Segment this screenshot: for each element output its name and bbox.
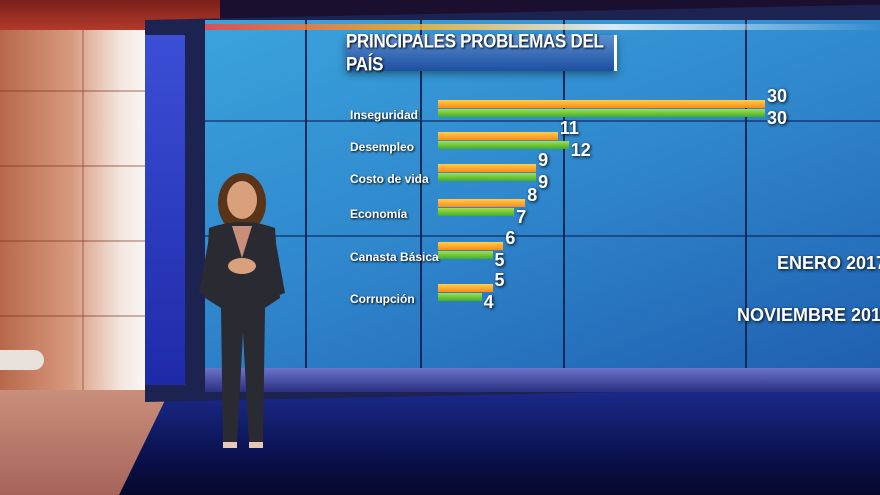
video-wall-side-panel — [145, 35, 185, 385]
data-label-series-1: 7 — [516, 207, 527, 227]
data-label-series-0: 30 — [767, 86, 788, 106]
category-label: Canasta Básica — [350, 250, 439, 264]
data-label-series-1: 9 — [538, 172, 549, 192]
studio-desk — [0, 350, 44, 370]
bar-series-0 — [438, 199, 526, 207]
data-label-series-0: 8 — [527, 185, 538, 205]
data-label-series-1: 5 — [494, 250, 505, 270]
data-label-series-0: 5 — [494, 270, 505, 290]
video-wall-screen — [205, 20, 880, 370]
bar-series-1 — [438, 141, 569, 149]
category-label: Desempleo — [350, 140, 415, 154]
category-label: Costo de vida — [350, 172, 429, 186]
category-label: Inseguridad — [350, 108, 419, 122]
bar-series-1 — [438, 173, 537, 181]
bar-series-1 — [438, 109, 765, 117]
data-label-series-1: 30 — [767, 108, 788, 128]
bar-series-0 — [438, 164, 537, 172]
legend-label-series-0: ENERO 2017 — [777, 253, 880, 273]
chart-title: PRINCIPALES PROBLEMAS DEL PAÍS — [346, 30, 604, 75]
bar-series-1 — [438, 293, 482, 301]
bar-series-0 — [438, 242, 504, 250]
bar-series-0 — [438, 100, 765, 108]
bar-series-0 — [438, 132, 558, 140]
category-label: Corrupción — [350, 292, 415, 306]
data-label-series-0: 9 — [538, 150, 549, 170]
bar-series-0 — [438, 284, 493, 292]
bar-series-1 — [438, 208, 515, 216]
data-label-series-0: 6 — [505, 228, 516, 248]
chart-title-box: PRINCIPALES PROBLEMAS DEL PAÍS — [346, 30, 617, 75]
data-label-series-1: 12 — [570, 140, 591, 160]
presenter — [199, 173, 285, 448]
video-wall-base — [205, 368, 880, 392]
bar-series-1 — [438, 251, 493, 259]
legend-label-series-1: NOVIEMBRE 2016 — [737, 305, 880, 325]
category-label: Economía — [350, 207, 408, 221]
data-label-series-0: 11 — [559, 118, 579, 138]
data-label-series-1: 4 — [483, 292, 494, 312]
screen-accent-stripe — [205, 24, 880, 30]
